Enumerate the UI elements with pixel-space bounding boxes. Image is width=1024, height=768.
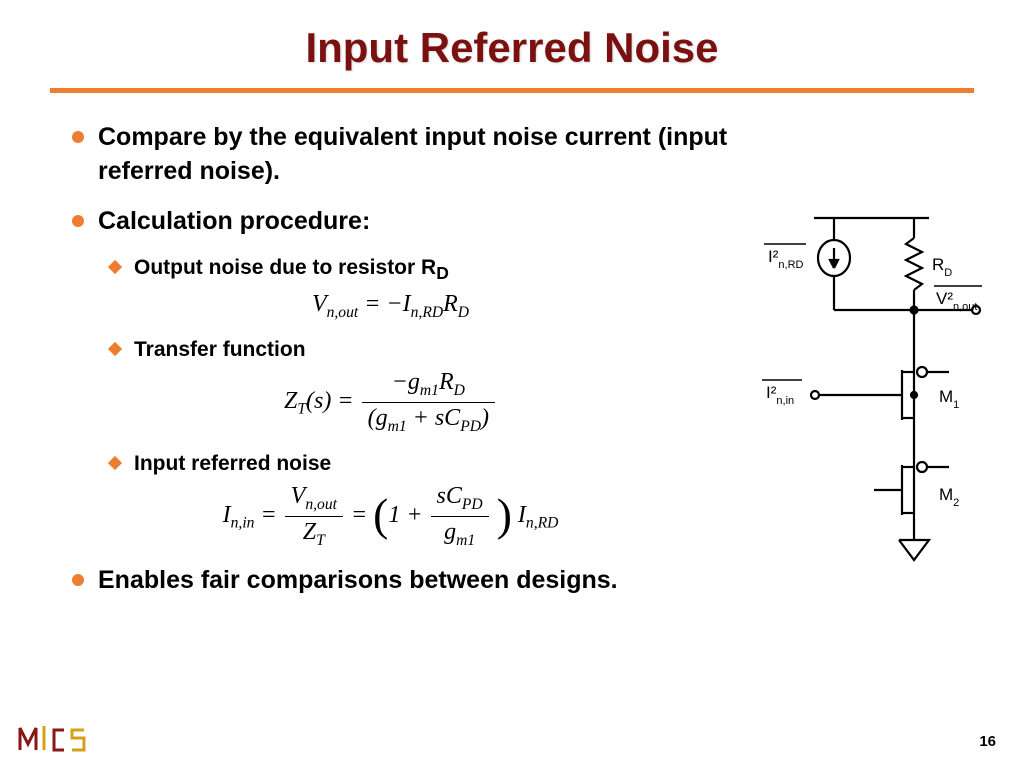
bullet-text: Enables fair comparisons between designs… <box>98 564 618 598</box>
bullet-calc-proc: Calculation procedure: <box>72 205 752 239</box>
sub-bullet-text: Transfer function <box>134 336 306 363</box>
sub-text: Output noise due to resistor R <box>134 256 436 279</box>
diamond-icon <box>108 342 122 356</box>
sub-bullet-transfer-fn: Transfer function <box>110 336 790 363</box>
sub-bullet-text: Input referred noise <box>134 450 331 477</box>
sub-bullet-text: Output noise due to resistor RD <box>134 254 449 285</box>
diamond-icon <box>108 260 122 274</box>
bullet-dot-icon <box>72 215 84 227</box>
title-rule <box>50 88 974 93</box>
mics-logo <box>16 720 96 756</box>
sub-bullet-input-ref-noise: Input referred noise <box>110 450 790 477</box>
bullet-dot-icon <box>72 574 84 586</box>
svg-text:M2: M2 <box>939 485 959 509</box>
bullet-text: Compare by the equivalent input noise cu… <box>98 121 752 189</box>
diamond-icon <box>108 456 122 470</box>
sub-bullet-output-noise: Output noise due to resistor RD <box>110 254 790 285</box>
slide-title: Input Referred Noise <box>0 0 1024 88</box>
bullet-text: Calculation procedure: <box>98 205 370 239</box>
bullet-compare: Compare by the equivalent input noise cu… <box>72 121 752 189</box>
svg-text:I²n,RD: I²n,RD <box>768 247 804 271</box>
svg-text:M1: M1 <box>939 387 959 411</box>
sub-subscript: D <box>436 263 449 283</box>
svg-text:I²n,in: I²n,in <box>766 383 794 407</box>
page-number: 16 <box>979 733 996 750</box>
circuit-diagram: I²n,RD RD V²n,out I²n,in M1 M2 <box>724 200 984 570</box>
svg-text:RD: RD <box>932 255 952 279</box>
bullet-dot-icon <box>72 131 84 143</box>
